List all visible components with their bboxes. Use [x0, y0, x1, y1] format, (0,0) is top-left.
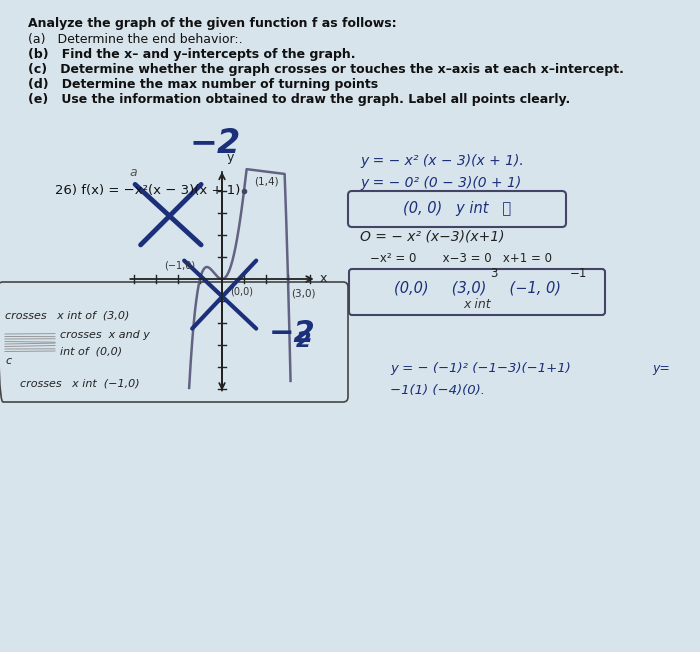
Text: (0, 0)   y int   ⓑ: (0, 0) y int ⓑ: [403, 201, 511, 216]
Text: (b)   Find the x– and y–intercepts of the graph.: (b) Find the x– and y–intercepts of the …: [28, 48, 356, 61]
Text: (−1,0): (−1,0): [164, 261, 195, 271]
Text: −1: −1: [570, 267, 587, 280]
Text: −2: −2: [190, 127, 241, 160]
Text: 2: 2: [295, 331, 311, 351]
Text: y = − 0² (0 − 3)(0 + 1): y = − 0² (0 − 3)(0 + 1): [360, 176, 522, 190]
Text: y: y: [227, 151, 235, 164]
Text: crosses  x and y: crosses x and y: [60, 330, 150, 340]
Text: crosses   x int of  (3,0): crosses x int of (3,0): [5, 310, 130, 320]
Text: (d)   Determine the max number of turning points: (d) Determine the max number of turning …: [28, 78, 378, 91]
Text: (e)   Use the information obtained to draw the graph. Label all points clearly.: (e) Use the information obtained to draw…: [28, 93, 570, 106]
Text: O = − x² (x−3)(x+1): O = − x² (x−3)(x+1): [360, 230, 505, 244]
Text: y=: y=: [652, 362, 670, 375]
Text: crosses   x int  (−1,0): crosses x int (−1,0): [20, 379, 139, 389]
Text: c: c: [5, 356, 11, 366]
Text: (a)   Determine the end behavior:.: (a) Determine the end behavior:.: [28, 33, 243, 46]
Text: (3,0): (3,0): [291, 289, 316, 299]
Text: (0,0)     (3,0)     (−1, 0): (0,0) (3,0) (−1, 0): [393, 280, 561, 295]
Text: y = − (−1)² (−1−3)(−1+1): y = − (−1)² (−1−3)(−1+1): [390, 362, 570, 375]
Text: x: x: [320, 273, 327, 286]
Text: −1(1) (−4)(0).: −1(1) (−4)(0).: [390, 384, 485, 397]
Text: Analyze the graph of the given function f as follows:: Analyze the graph of the given function …: [28, 17, 397, 30]
Text: 26) f(x) = −x²(x − 3)(x + 1): 26) f(x) = −x²(x − 3)(x + 1): [55, 184, 240, 197]
Text: (c)   Determine whether the graph crosses or touches the x–axis at each x–interc: (c) Determine whether the graph crosses …: [28, 63, 624, 76]
Text: −2: −2: [269, 319, 316, 349]
Text: a: a: [130, 166, 137, 179]
Text: x int: x int: [463, 297, 491, 310]
Text: (0,0): (0,0): [230, 287, 253, 297]
Text: y = − x² (x − 3)(x + 1).: y = − x² (x − 3)(x + 1).: [360, 154, 524, 168]
Text: (1,4): (1,4): [254, 177, 279, 187]
Text: int of  (0,0): int of (0,0): [60, 346, 122, 356]
Text: −x² = 0       x−3 = 0   x+1 = 0: −x² = 0 x−3 = 0 x+1 = 0: [370, 252, 552, 265]
Text: 3: 3: [490, 267, 498, 280]
